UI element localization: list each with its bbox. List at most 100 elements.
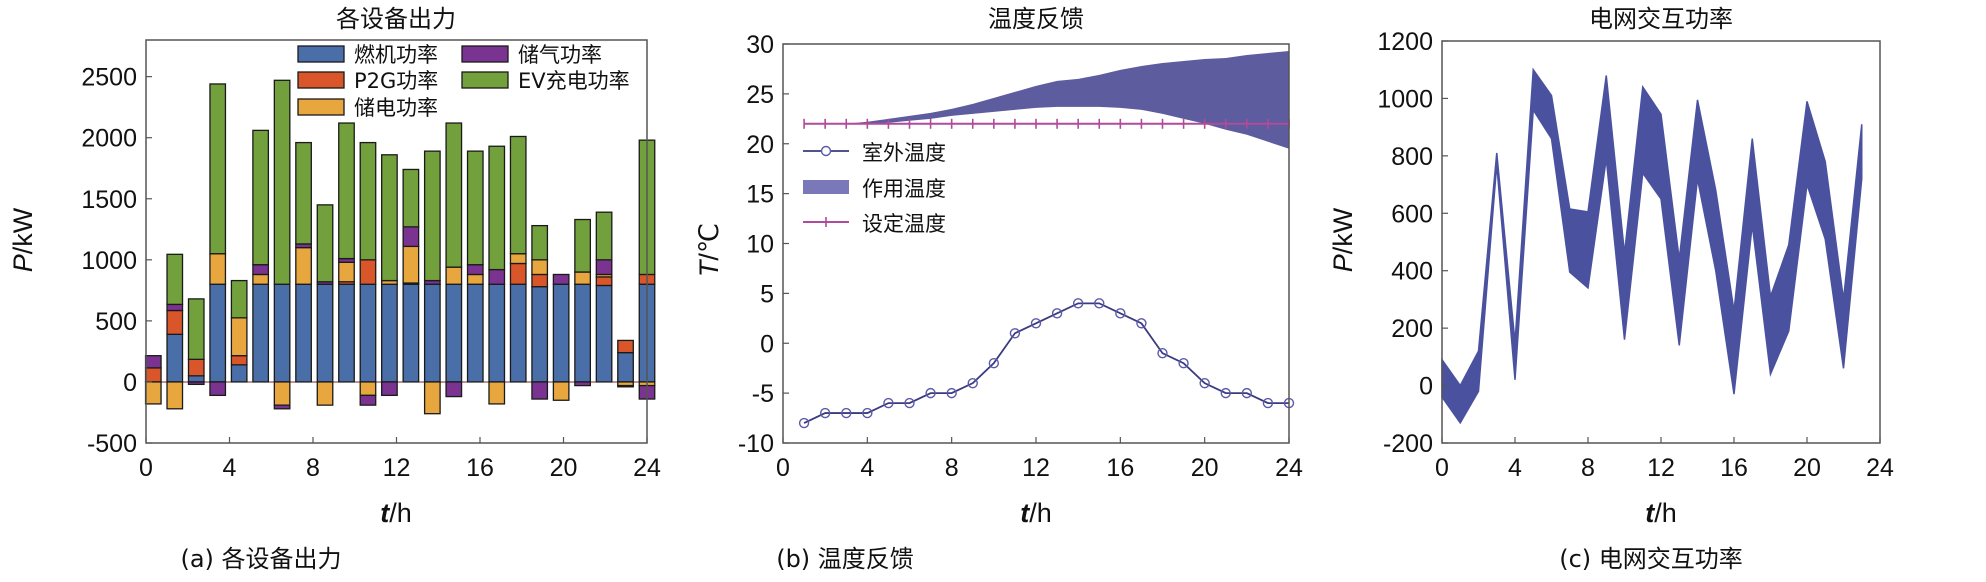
x-tick-label: 24 <box>1866 454 1894 482</box>
bar-elec <box>466 273 484 285</box>
panel-c-xlabel-var: t <box>1645 498 1655 528</box>
bar-elec-negative <box>316 381 334 406</box>
panel-a-device-output: 各设备出力 0 4 8 12 16 20 24-5000500100015002000250… <box>8 5 661 573</box>
bar-p2g <box>531 273 549 288</box>
legend-swatch-elec <box>297 98 345 116</box>
legend-swatch-gasstore <box>461 45 509 63</box>
y-tick-label: 2500 <box>81 64 137 92</box>
y-tick-label: 0 <box>1419 373 1433 401</box>
outdoor-temperature-point <box>1136 318 1147 329</box>
y-tick-label: -5 <box>752 380 774 408</box>
x-tick-label: 12 <box>383 454 411 482</box>
bar-gasstore-negative <box>209 381 227 397</box>
y-tick-label: 1000 <box>1377 85 1433 113</box>
legend-swatch-gas <box>297 45 345 63</box>
bar-gasstore-negative <box>359 394 377 406</box>
bar-gasstore-negative <box>273 404 291 410</box>
bar-gas <box>552 283 570 383</box>
bar-elec <box>252 273 270 285</box>
panel-a-xlabel: t/h <box>380 498 412 528</box>
bar-elec <box>338 261 355 283</box>
bar-p2g <box>617 339 634 354</box>
bar-gas <box>359 283 377 383</box>
legend-label-outdoor: 室外温度 <box>862 141 946 165</box>
panel-b-xlabel-var: t <box>1020 498 1030 528</box>
x-tick-label: 4 <box>223 454 237 482</box>
panel-b-xlabel-unit: /h <box>1029 498 1052 528</box>
bar-gas <box>574 283 592 383</box>
bar-ev <box>445 122 463 268</box>
bar-elec <box>445 266 463 285</box>
y-tick-label: 20 <box>746 131 774 159</box>
outdoor-temperature-point <box>1072 298 1084 309</box>
outdoor-temperature-point <box>1115 308 1126 319</box>
y-tick-label: 200 <box>1391 315 1433 343</box>
outdoor-temperature-point <box>904 397 915 409</box>
y-tick-label: 800 <box>1391 143 1433 171</box>
y-tick-label: 0 <box>123 369 137 397</box>
bar-ev <box>488 145 506 271</box>
bar-p2g <box>144 367 162 383</box>
panel-a-ylabel: P/kW <box>8 207 38 272</box>
y-tick-label: 1200 <box>1377 28 1433 56</box>
y-tick-label: 5 <box>760 280 774 308</box>
bar-elec-negative <box>359 381 377 397</box>
legend-swatch-band <box>803 180 849 194</box>
y-tick-label: 15 <box>746 181 774 209</box>
bar-gas <box>187 375 205 383</box>
bar-p2g <box>595 276 613 287</box>
bar-ev <box>252 129 270 266</box>
bar-gas <box>230 364 248 383</box>
bar-gasstore <box>252 264 270 276</box>
legend-label-p2g: P2G功率 <box>354 69 438 93</box>
legend-swatch-ev <box>461 71 509 89</box>
bar-p2g <box>166 309 184 335</box>
panel-c-title: 电网交互功率 <box>1589 5 1733 33</box>
y-tick-label: 25 <box>746 81 774 109</box>
bar-elec <box>230 317 248 357</box>
panel-c-ylabel-var: P <box>1328 254 1358 272</box>
outdoor-temperature-point <box>862 407 873 419</box>
bar-ev <box>359 141 377 261</box>
x-tick-label: 16 <box>1106 454 1134 482</box>
bar-gas <box>466 283 484 383</box>
x-tick-label: 8 <box>306 454 320 482</box>
y-tick-label: -200 <box>1383 430 1433 458</box>
bar-gasstore <box>595 259 613 276</box>
bar-gasstore <box>552 273 570 285</box>
bar-gas <box>295 283 312 383</box>
bar-ev <box>209 83 227 255</box>
panel-c-xlabel: t/h <box>1645 498 1677 528</box>
outdoor-temperature-point <box>1030 318 1042 329</box>
outdoor-temperature-point <box>988 358 1000 369</box>
bar-p2g <box>230 355 248 366</box>
bar-gasstore <box>488 268 506 285</box>
outdoor-temperature-point <box>1051 308 1063 319</box>
panel-b-ylabel-var: T <box>694 258 724 277</box>
x-tick-label: 12 <box>1647 454 1675 482</box>
legend-label-gas: 燃机功率 <box>354 43 438 67</box>
bar-elec-negative <box>552 381 570 401</box>
outdoor-temperature-point <box>841 407 852 419</box>
legend-label-elec: 储电功率 <box>354 96 438 120</box>
legend-label-gasstore: 储气功率 <box>518 43 602 67</box>
bar-p2g <box>359 259 377 285</box>
bar-gasstore-negative <box>187 381 205 386</box>
legend-label-setpoint: 设定温度 <box>862 212 946 236</box>
y-tick-label: 0 <box>760 330 774 358</box>
bar-gas <box>617 351 634 383</box>
y-tick-label: -500 <box>87 430 137 458</box>
bar-elec <box>295 246 312 285</box>
outdoor-temperature-point <box>925 387 936 399</box>
panel-c-caption: (c) 电网交互功率 <box>1559 545 1743 573</box>
panel-c-xlabel-unit: /h <box>1654 498 1677 528</box>
panel-b-ylabel-unit: /℃ <box>694 223 724 261</box>
bar-p2g <box>187 358 205 377</box>
y-tick-label: 10 <box>746 231 774 259</box>
panel-a-caption: (a) 各设备出力 <box>180 545 341 573</box>
operative-temperature-band <box>804 50 1289 149</box>
bar-gas <box>209 283 227 383</box>
x-tick-label: 0 <box>776 454 790 482</box>
